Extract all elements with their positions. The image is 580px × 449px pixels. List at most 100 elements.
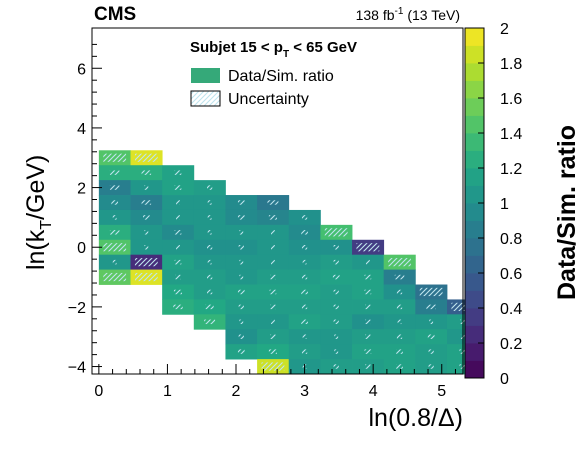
- y-tick-label: 2: [77, 181, 86, 198]
- uncertainty-hatch: [204, 319, 216, 325]
- colorbar-band: [465, 238, 484, 256]
- colorbar-band: [465, 220, 484, 239]
- uncertainty-hatch: [301, 274, 308, 280]
- colorbar-band: [465, 343, 484, 361]
- colorbar-tick-label: 0.6: [500, 266, 522, 283]
- uncertainty-hatch: [271, 230, 275, 235]
- uncertainty-hatch: [302, 334, 307, 339]
- colorbar-band: [465, 28, 484, 46]
- uncertainty-hatch: [207, 259, 212, 265]
- uncertainty-hatch: [419, 287, 443, 297]
- uncertainty-hatch: [332, 274, 340, 280]
- uncertainty-hatch: [365, 259, 370, 265]
- colorbar-tick-label: 0.8: [500, 231, 522, 248]
- colorbar-band: [465, 133, 484, 151]
- uncertainty-hatch: [239, 319, 244, 325]
- uncertainty-hatch: [144, 185, 149, 190]
- uncertainty-hatch: [238, 334, 244, 339]
- uncertainty-hatch: [134, 153, 158, 162]
- uncertainty-hatch: [271, 259, 275, 265]
- uncertainty-hatch: [268, 215, 277, 220]
- uncertainty-hatch: [109, 185, 120, 190]
- colorbar-tick-label: 1: [500, 196, 509, 213]
- uncertainty-hatch: [141, 200, 152, 205]
- y-axis-title-sub: T: [38, 220, 55, 230]
- axis-ticks: 0 1 2 3 4 5 −4 −2 0 2 4 6: [68, 43, 456, 400]
- uncertainty-hatch: [176, 215, 180, 220]
- legend-title-post: < 65 GeV: [289, 39, 357, 56]
- colorbar-band: [465, 273, 484, 291]
- uncertainty-hatch: [174, 170, 182, 175]
- uncertainty-hatch: [237, 349, 245, 354]
- uncertainty-hatch: [396, 289, 403, 295]
- uncertainty-hatch: [207, 245, 213, 250]
- lumi-label: 138 fb-1 (13 TeV): [356, 6, 460, 23]
- colorbar-tick-label: 1.6: [500, 91, 522, 108]
- uncertainty-hatch: [356, 243, 380, 252]
- uncertainty-hatch: [267, 200, 279, 205]
- uncertainty-hatch: [333, 364, 339, 369]
- uncertainty-hatch: [396, 364, 403, 369]
- uncertainty-hatch: [112, 259, 117, 265]
- uncertainty-hatch: [301, 319, 308, 325]
- uncertainty-hatch: [237, 215, 245, 220]
- uncertainty-hatch: [428, 349, 434, 354]
- colorbar-band: [465, 168, 484, 186]
- x-axis-title: ln(0.8/Δ): [368, 404, 463, 432]
- uncertainty-hatch: [301, 349, 308, 354]
- uncertainty-hatch: [364, 349, 372, 354]
- uncertainty-hatch: [205, 304, 214, 310]
- legend-ratio-swatch: [191, 68, 220, 83]
- uncertainty-hatch: [428, 364, 434, 369]
- uncertainty-hatch: [333, 245, 339, 250]
- uncertainty-hatch: [238, 304, 244, 310]
- uncertainty-hatch: [109, 230, 120, 235]
- uncertainty-hatch: [176, 200, 180, 205]
- uncertainty-hatch: [207, 230, 212, 235]
- uncertainty-hatch: [112, 215, 117, 220]
- uncertainty-hatch: [426, 304, 436, 310]
- y-axis-title-post: /GeV): [22, 155, 50, 220]
- colorbar-band: [465, 63, 484, 81]
- uncertainty-hatch: [238, 245, 244, 250]
- x-tick-label: 4: [369, 383, 378, 400]
- uncertainty-hatch: [207, 274, 213, 280]
- uncertainty-hatch: [334, 349, 339, 354]
- colorbar-band: [465, 150, 484, 169]
- colorbar-title: Data/Sim. ratio: [553, 125, 580, 300]
- uncertainty-hatch: [364, 274, 372, 280]
- colorbar-tick-label: 1.2: [500, 161, 522, 178]
- colorbar-tick-label: 1.4: [500, 126, 522, 143]
- experiment-label: CMS: [94, 4, 136, 25]
- uncertainty-hatch: [333, 304, 339, 310]
- uncertainty-hatch: [270, 334, 276, 339]
- uncertainty-hatch: [239, 259, 244, 265]
- uncertainty-hatch: [394, 274, 405, 280]
- uncertainty-hatch: [396, 349, 403, 354]
- legend-uncertainty-swatch: [190, 90, 221, 107]
- x-tick-label: 1: [163, 383, 172, 400]
- lumi-exponent: -1: [395, 6, 404, 17]
- uncertainty-hatch: [134, 258, 158, 267]
- colorbar-ticks: 0 0.2 0.4 0.6 0.8 1 1.2 1.4 1.6 1.8 2: [478, 21, 522, 388]
- uncertainty-hatch: [397, 319, 402, 325]
- x-tick-label: 5: [437, 383, 446, 400]
- uncertainty-hatch: [270, 274, 276, 280]
- uncertainty-hatch: [141, 170, 152, 175]
- uncertainty-hatch: [239, 274, 244, 280]
- y-tick-label: −4: [68, 360, 86, 377]
- colorbar-tick-label: 0.4: [500, 301, 522, 318]
- uncertainty-hatch: [365, 304, 371, 310]
- y-tick-label: 4: [77, 121, 86, 138]
- uncertainty-hatch: [365, 364, 371, 369]
- legend-uncertainty-label: Uncertainty: [228, 91, 309, 108]
- x-tick-label: 3: [300, 383, 309, 400]
- uncertainty-hatch: [207, 215, 212, 220]
- uncertainty-hatch: [143, 215, 150, 220]
- y-axis-title: ln(kT/GeV): [22, 155, 55, 270]
- uncertainty-hatch: [239, 230, 244, 235]
- uncertainty-hatch: [237, 289, 245, 295]
- uncertainty-hatch: [261, 362, 285, 371]
- uncertainty-hatch: [271, 245, 275, 250]
- uncertainty-hatch: [176, 245, 180, 250]
